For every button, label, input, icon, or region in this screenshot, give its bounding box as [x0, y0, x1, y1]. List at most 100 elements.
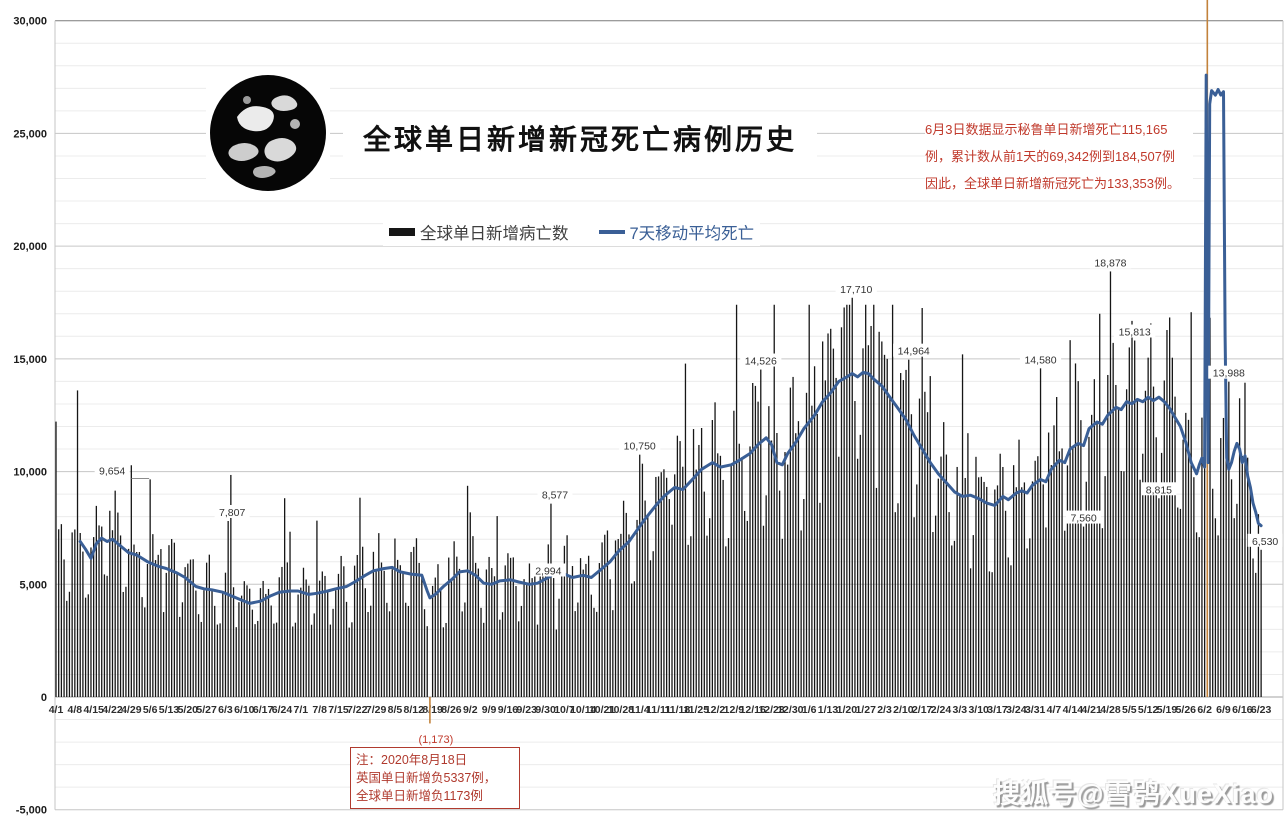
daily-bar — [386, 602, 388, 697]
x-axis-label: 1/20 — [837, 704, 858, 716]
daily-bar — [1053, 425, 1055, 697]
daily-bar — [122, 591, 124, 697]
daily-bar — [921, 308, 923, 697]
daily-bar — [472, 536, 474, 697]
line-series-swatch — [598, 230, 625, 234]
daily-bar — [1088, 436, 1090, 697]
daily-bar — [754, 385, 757, 697]
daily-bar — [1123, 471, 1125, 697]
daily-bar — [76, 390, 79, 697]
daily-bar — [805, 392, 808, 697]
daily-bar — [676, 435, 679, 697]
daily-bar — [746, 520, 748, 697]
daily-bar — [856, 458, 859, 697]
daily-bar — [986, 486, 988, 697]
daily-bar — [1209, 317, 1211, 697]
daily-bar — [1163, 380, 1165, 697]
daily-bar — [859, 434, 861, 697]
daily-bar — [370, 605, 372, 697]
daily-bar — [321, 571, 323, 697]
daily-bar — [152, 534, 154, 697]
x-axis-label: 7/29 — [366, 704, 387, 716]
daily-bar — [394, 538, 396, 697]
daily-bar — [1007, 557, 1009, 697]
daily-bar — [969, 568, 972, 697]
daily-bar — [388, 611, 391, 697]
bar-value-label: 13,988 — [1213, 368, 1245, 380]
label-background — [1141, 482, 1177, 496]
daily-bar — [1101, 528, 1104, 697]
x-axis-label: 6/17 — [253, 704, 274, 716]
x-axis-label: 1/13 — [818, 704, 839, 716]
bar-value-label: 15,813 — [1119, 327, 1151, 339]
label-background — [1114, 324, 1156, 338]
daily-bar — [359, 497, 361, 697]
daily-bar — [504, 565, 506, 697]
daily-bar — [940, 456, 942, 697]
daily-bar — [606, 530, 609, 697]
daily-bar — [58, 529, 60, 697]
y-axis-label: 20,000 — [13, 241, 47, 253]
x-axis-label: 7/15 — [328, 704, 349, 716]
bar-value-label: 8,815 — [1146, 484, 1172, 496]
daily-bar — [577, 602, 579, 697]
daily-bar — [1072, 447, 1074, 697]
daily-bar — [1203, 420, 1206, 697]
x-axis-label: 11/18 — [665, 704, 691, 716]
x-axis-label: 5/6 — [143, 704, 158, 716]
daily-bar — [1074, 363, 1077, 697]
daily-bar — [633, 581, 635, 697]
daily-bar — [881, 341, 883, 697]
daily-bar — [528, 563, 531, 697]
x-axis-label: 9/30 — [535, 704, 556, 716]
daily-bar — [1195, 532, 1198, 697]
daily-bar — [741, 457, 743, 697]
daily-bar — [547, 544, 549, 697]
daily-bar — [507, 553, 509, 697]
daily-bar — [1147, 357, 1149, 697]
daily-bar — [1061, 448, 1063, 697]
daily-bar — [972, 535, 974, 697]
x-axis-label: 10/14 — [570, 704, 596, 716]
daily-bar — [571, 566, 574, 697]
x-axis-label: 6/23 — [1251, 704, 1272, 716]
legend-item-daily-deaths: 全球单日新增病亡数 — [389, 220, 569, 244]
daily-bar — [1139, 479, 1141, 697]
daily-bar — [835, 377, 837, 697]
daily-bar — [520, 605, 523, 697]
daily-bar — [1056, 397, 1058, 697]
daily-bar — [396, 559, 399, 697]
daily-bar — [768, 406, 770, 697]
daily-bar — [929, 376, 931, 697]
daily-bar — [1034, 460, 1036, 697]
x-axis-label: 4/28 — [1100, 704, 1121, 716]
daily-bar — [1015, 487, 1017, 697]
daily-bar — [1128, 347, 1130, 697]
daily-bar — [1029, 538, 1031, 697]
bar-value-label: 7,807 — [219, 507, 245, 519]
daily-bar — [582, 569, 584, 697]
label-background — [1089, 255, 1132, 269]
daily-bar — [1047, 432, 1050, 697]
daily-bar — [647, 516, 649, 697]
daily-bar — [926, 412, 929, 697]
daily-bar — [690, 536, 692, 697]
daily-bar — [474, 562, 477, 697]
daily-bar — [663, 469, 665, 697]
daily-bar — [1018, 439, 1020, 697]
daily-bar — [719, 455, 722, 697]
daily-bar — [458, 568, 461, 697]
daily-bar — [356, 554, 358, 697]
daily-bar — [211, 589, 213, 697]
daily-bar — [770, 440, 773, 697]
daily-bar — [534, 574, 536, 697]
x-axis-label: 6/10 — [234, 704, 255, 716]
daily-bar — [1260, 549, 1262, 697]
daily-bar — [937, 478, 939, 697]
daily-bar — [127, 548, 130, 697]
legend-item-moving-average: 7天移动平均死亡 — [598, 220, 754, 244]
daily-bar — [953, 540, 956, 697]
x-axis-label: 5/19 — [1157, 704, 1178, 716]
daily-bar — [68, 591, 71, 697]
daily-bar — [144, 607, 146, 697]
